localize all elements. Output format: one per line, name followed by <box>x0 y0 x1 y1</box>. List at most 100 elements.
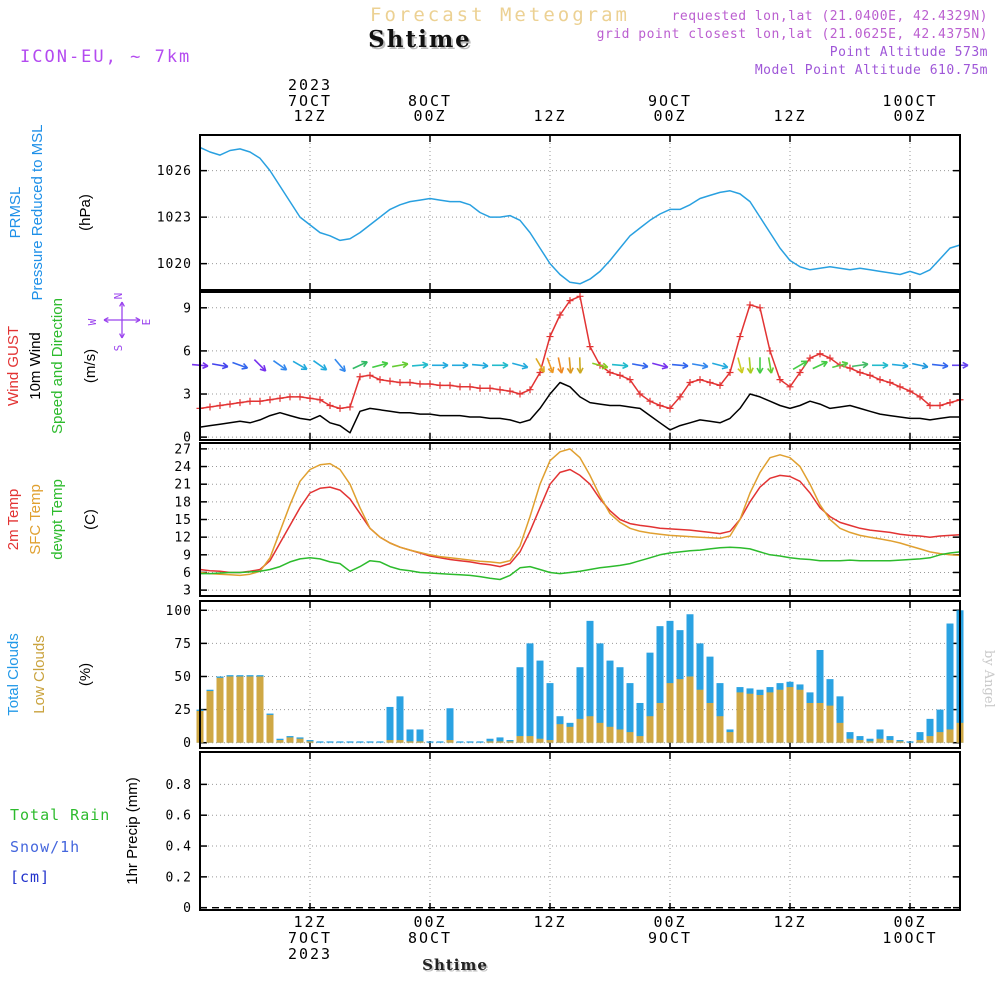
dewpt-temp-line <box>200 546 961 581</box>
svg-text:S: S <box>112 345 125 352</box>
svg-text:W: W <box>86 318 99 325</box>
temperature-axis-label: 2m Temp <box>5 489 22 550</box>
wind-ytick-label: 6 <box>183 344 192 359</box>
svg-text:N: N <box>112 293 125 300</box>
model-label: ICON-EU, ~ 7km <box>20 47 192 67</box>
svg-text:Shtime: Shtime <box>424 958 490 976</box>
precip-panel: 0 0.2 0.4 0.6 0.8 Total Rain Snow/1h [cm] 1hr Pr… <box>10 751 961 916</box>
svg-text:2023: 2023 <box>288 945 332 963</box>
svg-text:8OCT: 8OCT <box>408 92 452 110</box>
svg-text:00Z: 00Z <box>893 107 926 125</box>
precip-legend-label: Total Rain <box>10 806 110 824</box>
svg-text:00Z: 00Z <box>893 913 926 931</box>
wind-direction-arrows <box>191 357 969 374</box>
temperature-ytick-label: 6 <box>183 566 192 581</box>
svg-text:10OCT: 10OCT <box>882 929 937 947</box>
svg-text:12Z: 12Z <box>293 913 326 931</box>
pressure-axis-label: (hPa) <box>77 194 94 231</box>
pressure-ytick-label: 1026 <box>157 164 192 179</box>
temperature-ytick-label: 15 <box>174 513 192 528</box>
station-name: Shtime <box>368 26 472 53</box>
svg-text:12Z: 12Z <box>773 913 806 931</box>
pressure-panel: 1020 1023 1026 PRMSL Pressure Reduced to MSL… <box>7 125 961 301</box>
clouds-ytick-label: 50 <box>174 670 192 685</box>
svg-text:7OCT: 7OCT <box>288 929 332 947</box>
svg-text:00Z: 00Z <box>413 913 446 931</box>
temperature-ytick-label: 27 <box>174 442 192 457</box>
svg-text:2023: 2023 <box>288 76 332 94</box>
wind-panel: 0 3 6 9 Wind GUST 10m Wind Speed and Direction… <box>5 291 969 446</box>
2m-temp-line <box>199 468 961 574</box>
wind-axis-label: Speed and Direction <box>49 298 66 434</box>
requested-lonlat: requested lon,lat (21.0400E, 42.4329N) <box>671 9 988 24</box>
10m-wind-line <box>199 381 960 434</box>
svg-text:E: E <box>140 319 153 326</box>
wind-axis-label: Wind GUST <box>5 326 22 406</box>
wind-ytick-label: 0 <box>183 431 192 446</box>
compass-rose-icon: N S W E <box>86 293 153 352</box>
prmsl-line <box>199 146 961 285</box>
clouds-axis-label: Total Clouds <box>5 633 22 716</box>
svg-text:00Z: 00Z <box>653 913 686 931</box>
wind-axis-label: 10m Wind <box>27 332 44 400</box>
precip-ytick-label: 0 <box>183 901 192 916</box>
footer-station-name: Shtime <box>422 956 488 974</box>
svg-text:9OCT: 9OCT <box>648 92 692 110</box>
sfc-temp-line <box>199 448 961 577</box>
precip-ytick-label: 0.2 <box>166 870 192 885</box>
clouds-ytick-label: 75 <box>174 637 192 652</box>
svg-text:12Z: 12Z <box>293 107 326 125</box>
temperature-ytick-label: 24 <box>174 460 192 475</box>
clouds-ytick-label: 0 <box>183 736 192 751</box>
clouds-panel: 0 25 50 75 100 Total Clouds Low Clouds (%) <box>5 600 964 751</box>
wind-gust-markers <box>196 292 964 412</box>
precip-ytick-label: 0.8 <box>166 778 192 793</box>
pressure-ytick-label: 1023 <box>157 211 192 226</box>
grid-lonlat: grid point closest lon,lat (21.0625E, 42… <box>596 27 988 42</box>
pressure-axis-label: PRMSL <box>7 187 24 239</box>
svg-text:00Z: 00Z <box>653 107 686 125</box>
svg-text:12Z: 12Z <box>533 913 566 931</box>
svg-text:9OCT: 9OCT <box>648 929 692 947</box>
low-clouds-bars <box>196 676 964 743</box>
pressure-axis-label: Pressure Reduced to MSL <box>29 125 46 301</box>
temperature-panel: 3 6 9 12 15 18 21 24 27 2m Temp SFC Temp dewpt Temp… <box>5 442 961 599</box>
header-meta: requested lon,lat (21.0400E, 42.4329N) g… <box>597 8 988 80</box>
page-title: Forecast Meteogram <box>370 4 630 26</box>
svg-text:8OCT: 8OCT <box>408 929 452 947</box>
temperature-ytick-label: 12 <box>174 531 192 546</box>
precip-axis-label: 1hr Precip (mm) <box>124 777 141 885</box>
pressure-ytick-label: 1020 <box>157 257 192 272</box>
svg-text:12Z: 12Z <box>773 107 806 125</box>
clouds-axis-label: (%) <box>77 663 94 686</box>
temperature-ytick-label: 18 <box>174 495 192 510</box>
model-point-altitude: Model Point Altitude 610.75m <box>754 63 988 78</box>
svg-text:12Z: 12Z <box>533 107 566 125</box>
temperature-ytick-label: 3 <box>183 584 192 599</box>
watermark: by Angel <box>981 650 996 708</box>
temperature-axis-label: (C) <box>82 509 99 530</box>
precip-ytick-label: 0.4 <box>166 840 192 855</box>
clouds-ytick-label: 25 <box>174 703 192 718</box>
precip-ytick-label: 0.6 <box>166 809 192 824</box>
precip-legend-label: Snow/1h <box>10 838 80 856</box>
clouds-axis-label: Low Clouds <box>31 635 48 713</box>
wind-gust-line <box>199 295 961 410</box>
wind-ytick-label: 9 <box>183 301 192 316</box>
clouds-ytick-label: 100 <box>166 604 192 619</box>
temperature-ytick-label: 9 <box>183 548 192 563</box>
point-altitude: Point Altitude 573m <box>829 45 988 60</box>
precip-legend-label: [cm] <box>10 868 50 886</box>
svg-text:7OCT: 7OCT <box>288 92 332 110</box>
svg-text:00Z: 00Z <box>413 107 446 125</box>
temperature-axis-label: SFC Temp <box>27 484 44 555</box>
wind-ytick-label: 3 <box>183 388 192 403</box>
temperature-ytick-label: 21 <box>174 478 192 493</box>
svg-text:10OCT: 10OCT <box>882 92 937 110</box>
temperature-axis-label: dewpt Temp <box>49 479 66 560</box>
wind-axis-label: (m/s) <box>82 349 99 383</box>
